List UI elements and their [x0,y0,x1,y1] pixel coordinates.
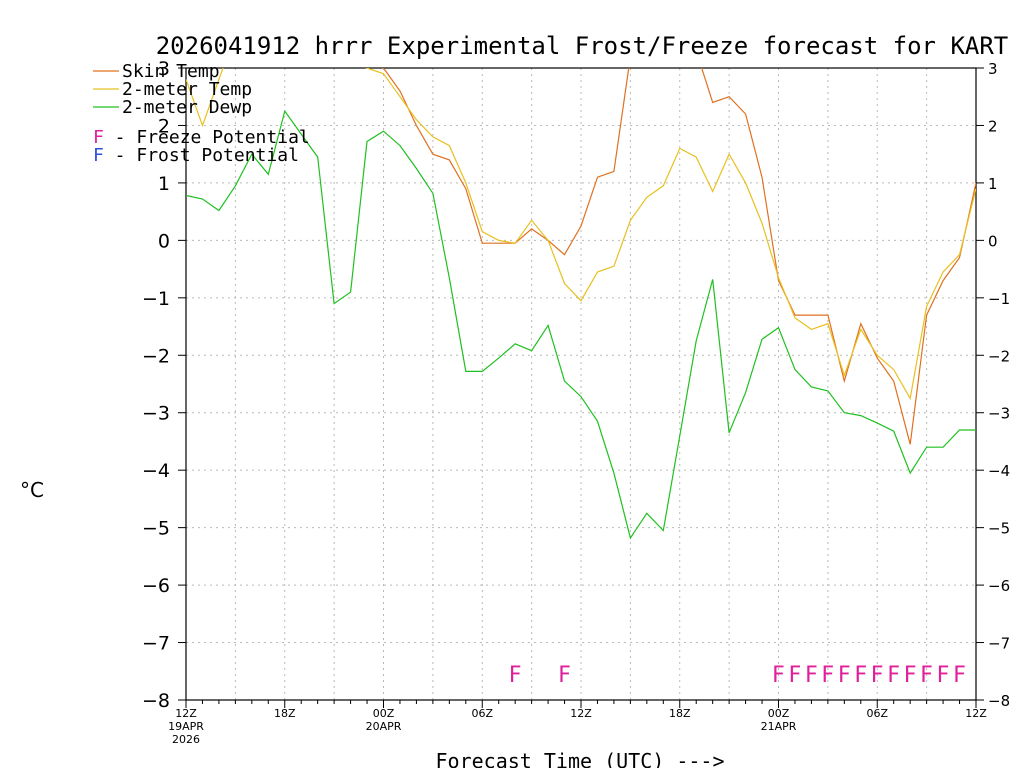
y-tick-label-right: −7 [988,635,1010,653]
x-date-label: 20APR [366,720,402,733]
chart-title: 2026041912 hrrr Experimental Frost/Freez… [156,32,1009,60]
y-tick-label-right: −5 [988,520,1010,538]
freeze-marker: F [558,663,571,688]
axes: 3 3 2 2 1 1 0 0 −1 −1 −2 −2 −3 −3 −4 −4 −5 −5 −6 −6 −7 −7 −8 −8… [142,58,1010,746]
freeze-marker: F [509,663,522,688]
y-tick-label-left: −1 [142,288,170,310]
y-tick-label-right: −6 [988,577,1010,595]
x-tick-label: 12Z [570,707,592,720]
x-tick-label: 12Z [965,707,987,720]
legend-label: 2-meter Dewp [122,97,252,118]
potential-legend-letter: F [93,145,104,166]
freeze-marker: F [953,663,966,688]
gridlines [186,68,976,700]
y-tick-label-left: 3 [158,58,170,80]
x-tick-label: 18Z [669,707,691,720]
y-tick-label-left: 1 [158,173,170,195]
plot-frame [185,67,977,701]
potential-legend-text: - Frost Potential [104,145,299,166]
y-tick-label-right: 1 [988,175,998,193]
y-tick-label-right: −2 [988,347,1010,365]
series-line-skin-temp [381,68,976,445]
series-line-2-meter-dewp [186,109,976,540]
x-tick-label: 06Z [866,707,888,720]
y-tick-label-left: −5 [142,518,170,540]
y-tick-label-left: 2 [158,115,170,137]
y-tick-label-right: 2 [988,117,998,135]
x-tick-label: 06Z [471,707,493,720]
potential-legend-letter: F [93,127,104,148]
x-year-label: 2026 [172,733,200,746]
freeze-marker: F [920,663,933,688]
legend-label: Skin Temp [122,61,220,82]
freeze-marker: F [937,663,950,688]
y-tick-label-left: −3 [142,403,170,425]
y-tick-label-right: −1 [988,290,1010,308]
freeze-marker: F [789,663,802,688]
freeze-marker: F [904,663,917,688]
freeze-marker: F [854,663,867,688]
y-tick-label-right: 0 [988,232,998,250]
y-tick-label-left: −8 [142,690,170,712]
x-tick-label: 00Z [373,707,395,720]
y-tick-label-right: −8 [988,692,1010,710]
x-date-label: 19APR [168,720,204,733]
y-axis-label: °C [20,478,44,502]
x-tick-label: 18Z [274,707,296,720]
y-tick-label-right: 3 [988,60,998,78]
potential-legend-item: F - Frost Potential [93,145,299,166]
y-tick-label-left: 0 [158,230,170,252]
potential-legend-text: - Freeze Potential [104,127,310,148]
freeze-marker: F [822,663,835,688]
x-axis-label: Forecast Time (UTC) ---> [436,749,725,768]
freeze-marker: F [887,663,900,688]
series-lines [186,68,976,540]
freeze-marker: F [838,663,851,688]
y-tick-label-right: −3 [988,405,1010,423]
freeze-marker: F [772,663,785,688]
freeze-marker: F [871,663,884,688]
y-tick-label-left: −7 [142,633,170,655]
series-line-2-meter-temp [186,68,976,401]
y-tick-label-left: −4 [142,460,170,482]
x-tick-label: 00Z [768,707,790,720]
y-tick-label-right: −4 [988,462,1010,480]
x-date-label: 21APR [761,720,797,733]
y-tick-label-left: −6 [142,575,170,597]
y-tick-label-left: −2 [142,345,170,367]
potential-legend-item: F - Freeze Potential [93,127,310,148]
freeze-marker: F [805,663,818,688]
legend-label: 2-meter Temp [122,79,252,100]
x-tick-label: 12Z [175,707,197,720]
